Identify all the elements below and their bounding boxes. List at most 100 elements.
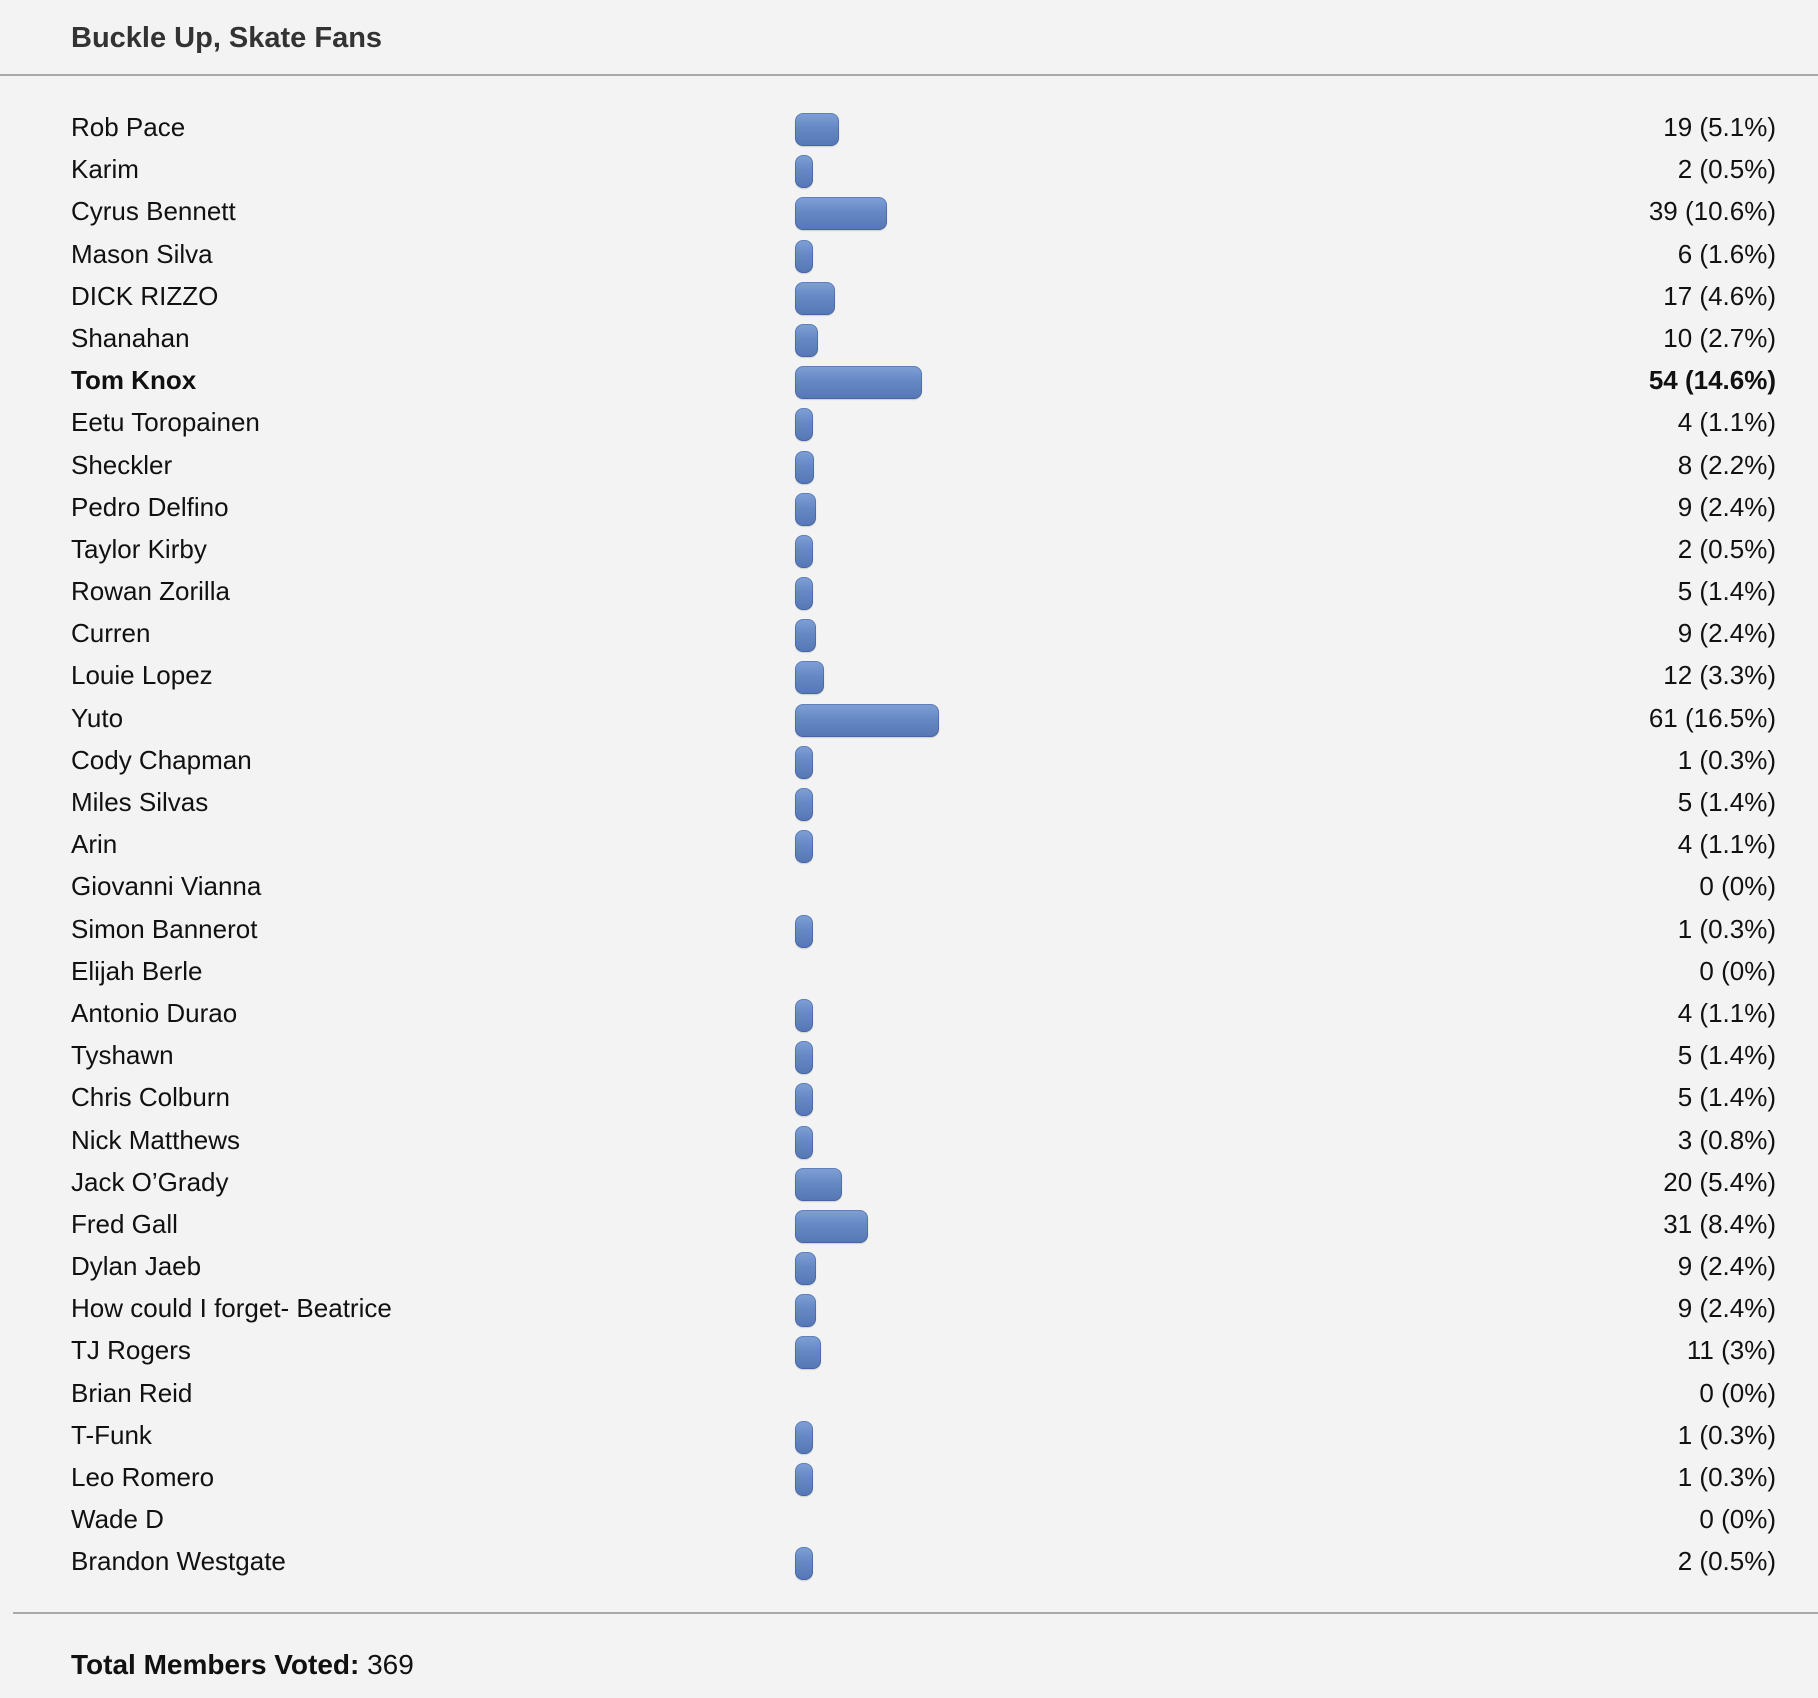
vote-bar xyxy=(795,619,816,653)
vote-count: 1 (0.3%) xyxy=(1677,1419,1776,1450)
vote-bar xyxy=(795,408,813,442)
vote-count: 2 (0.5%) xyxy=(1677,154,1776,185)
poll-result-row: Leo Romero 1 (0.3%) xyxy=(0,1456,1818,1498)
vote-count: 11 (3%) xyxy=(1686,1335,1776,1366)
choice-label: Nick Matthews xyxy=(71,1124,241,1155)
choice-label: Shanahan xyxy=(71,322,190,353)
poll-result-row: Brandon Westgate 2 (0.5%) xyxy=(0,1540,1818,1582)
poll-result-row: Antonio Durao 4 (1.1%) xyxy=(0,992,1818,1034)
vote-count: 12 (3.3%) xyxy=(1663,660,1776,691)
poll-result-row: Wade D 0 (0%) xyxy=(0,1498,1818,1540)
vote-bar xyxy=(795,661,824,695)
choice-label: TJ Rogers xyxy=(71,1335,191,1366)
poll-result-row: Mason Silva 6 (1.6%) xyxy=(0,233,1818,275)
choice-label: Giovanni Vianna xyxy=(71,871,262,902)
poll-header: Buckle Up, Skate Fans xyxy=(0,0,1818,76)
vote-count: 5 (1.4%) xyxy=(1677,1082,1776,1113)
choice-label: T-Funk xyxy=(71,1419,152,1450)
poll-result-row: Elijah Berle 0 (0%) xyxy=(0,950,1818,992)
vote-count: 54 (14.6%) xyxy=(1648,365,1776,396)
vote-count: 4 (1.1%) xyxy=(1677,407,1776,438)
vote-bar xyxy=(795,1336,822,1370)
poll-result-row: Cyrus Bennett 39 (10.6%) xyxy=(0,190,1818,232)
vote-count: 3 (0.8%) xyxy=(1677,1124,1776,1155)
vote-count: 2 (0.5%) xyxy=(1677,1546,1776,1577)
vote-bar xyxy=(795,1252,816,1286)
vote-bar xyxy=(795,1209,869,1243)
poll-results-list: Rob Pace 19 (5.1%) Karim 2 (0.5%) Cyrus Benn… xyxy=(0,106,1818,1583)
vote-bar xyxy=(795,281,836,315)
vote-count: 1 (0.3%) xyxy=(1677,744,1776,775)
total-votes-value: 369 xyxy=(367,1649,414,1680)
vote-count: 0 (0%) xyxy=(1699,955,1776,986)
vote-bar xyxy=(795,1083,813,1117)
poll-result-row: Tyshawn 5 (1.4%) xyxy=(0,1034,1818,1076)
choice-label: Yuto xyxy=(71,702,124,733)
poll-result-row: Brian Reid 0 (0%) xyxy=(0,1372,1818,1414)
choice-label: Pedro Delfino xyxy=(71,491,229,522)
poll-result-row: Jack O’Grady 20 (5.4%) xyxy=(0,1161,1818,1203)
choice-label: Antonio Durao xyxy=(71,997,238,1028)
vote-count: 20 (5.4%) xyxy=(1663,1166,1776,1197)
choice-label: Dylan Jaeb xyxy=(71,1251,202,1282)
choice-label: Karim xyxy=(71,154,139,185)
vote-bar xyxy=(795,998,813,1032)
choice-label: Louie Lopez xyxy=(71,660,213,691)
choice-label: Sheckler xyxy=(71,449,173,480)
poll-result-row: Karim 2 (0.5%) xyxy=(0,148,1818,190)
poll-result-row: Rob Pace 19 (5.1%) xyxy=(0,106,1818,148)
choice-label: Mason Silva xyxy=(71,238,213,269)
choice-label: Rowan Zorilla xyxy=(71,576,230,607)
vote-bar xyxy=(795,1294,816,1328)
vote-bar xyxy=(795,1125,813,1159)
choice-label: Arin xyxy=(71,829,118,860)
poll-result-row: Louie Lopez 12 (3.3%) xyxy=(0,654,1818,696)
poll-result-row: Pedro Delfino 9 (2.4%) xyxy=(0,486,1818,528)
vote-bar xyxy=(795,1041,813,1075)
choice-label: Brandon Westgate xyxy=(71,1546,286,1577)
vote-bar xyxy=(795,450,815,484)
vote-bar xyxy=(795,577,813,611)
choice-label: Brian Reid xyxy=(71,1377,193,1408)
vote-count: 9 (2.4%) xyxy=(1677,491,1776,522)
vote-bar xyxy=(795,914,813,948)
vote-count: 61 (16.5%) xyxy=(1648,702,1776,733)
poll-result-row: DICK RIZZO 17 (4.6%) xyxy=(0,275,1818,317)
poll-result-row: Nick Matthews 3 (0.8%) xyxy=(0,1119,1818,1161)
choice-label: Eetu Toropainen xyxy=(71,407,260,438)
poll-result-row: Curren 9 (2.4%) xyxy=(0,612,1818,654)
vote-count: 9 (2.4%) xyxy=(1677,1251,1776,1282)
total-votes-label: Total Members Voted: xyxy=(71,1649,360,1680)
choice-label: Chris Colburn xyxy=(71,1082,230,1113)
choice-label: Cyrus Bennett xyxy=(71,196,236,227)
choice-label: DICK RIZZO xyxy=(71,280,219,311)
choice-label: Leo Romero xyxy=(71,1462,215,1492)
poll-result-row: Tom Knox 54 (14.6%) xyxy=(0,359,1818,401)
poll-result-row: Shanahan 10 (2.7%) xyxy=(0,317,1818,359)
vote-count: 9 (2.4%) xyxy=(1677,1293,1776,1324)
vote-count: 0 (0%) xyxy=(1699,871,1776,902)
vote-count: 10 (2.7%) xyxy=(1663,322,1776,353)
vote-bar xyxy=(795,1547,813,1581)
vote-count: 5 (1.4%) xyxy=(1677,1040,1776,1071)
choice-label: Elijah Berle xyxy=(71,955,203,986)
vote-bar xyxy=(795,323,819,357)
vote-count: 17 (4.6%) xyxy=(1663,280,1776,311)
poll-result-row: Miles Silvas 5 (1.4%) xyxy=(0,781,1818,823)
poll-result-row: How could I forget- Beatrice 9 (2.4%) xyxy=(0,1287,1818,1329)
vote-count: 39 (10.6%) xyxy=(1648,196,1776,227)
vote-count: 0 (0%) xyxy=(1699,1504,1776,1535)
poll-result-row: Simon Bannerot 1 (0.3%) xyxy=(0,908,1818,950)
vote-bar xyxy=(795,703,939,737)
poll-result-row: Yuto 61 (16.5%) xyxy=(0,697,1818,739)
vote-count: 31 (8.4%) xyxy=(1663,1208,1776,1239)
vote-bar xyxy=(795,197,888,231)
choice-label: Rob Pace xyxy=(71,112,186,142)
choice-label: Simon Bannerot xyxy=(71,913,258,944)
vote-bar xyxy=(795,830,813,864)
total-votes: Total Members Voted: 369 xyxy=(71,1649,414,1681)
vote-bar xyxy=(795,239,813,273)
vote-bar xyxy=(795,366,923,400)
vote-bar xyxy=(795,1420,813,1454)
choice-label: Jack O’Grady xyxy=(71,1166,229,1197)
